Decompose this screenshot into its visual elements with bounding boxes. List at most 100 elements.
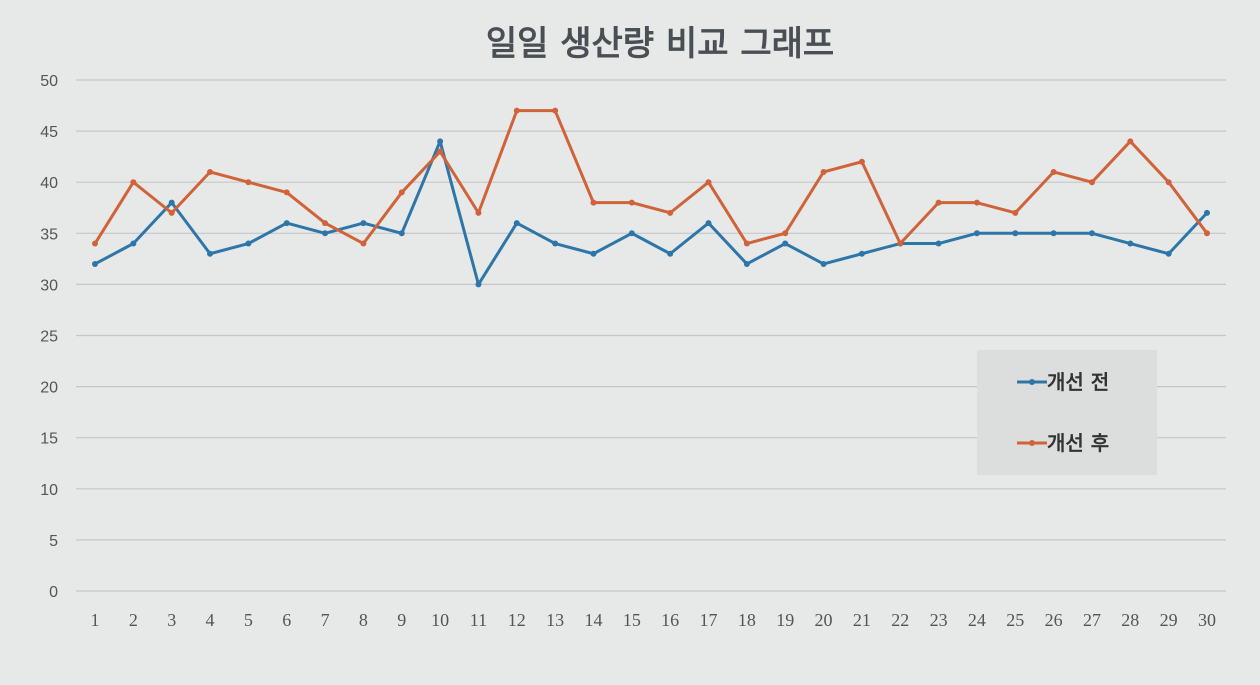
x-tick-label: 4 <box>206 610 215 630</box>
data-point <box>513 107 520 114</box>
x-tick-label: 6 <box>282 610 291 630</box>
data-point <box>437 148 444 155</box>
data-point <box>820 260 827 267</box>
y-tick-label: 20 <box>40 380 58 397</box>
data-point <box>858 158 865 165</box>
series-line-before <box>94 139 1209 286</box>
legend-label-after: 개선 후 <box>1047 431 1109 455</box>
data-point <box>360 240 367 247</box>
data-point <box>360 220 367 227</box>
data-point <box>552 107 559 114</box>
x-tick-label: 23 <box>930 610 948 630</box>
data-point <box>475 209 482 216</box>
data-point <box>667 250 674 257</box>
data-point <box>743 260 750 267</box>
data-point <box>1204 209 1210 216</box>
x-tick-label: 14 <box>584 610 602 630</box>
series-line-after <box>93 109 1209 246</box>
data-point <box>283 220 290 227</box>
data-point <box>705 179 712 186</box>
data-point <box>92 240 98 247</box>
data-point <box>973 199 980 206</box>
x-tick-label: 7 <box>321 610 330 630</box>
data-point <box>1050 230 1057 237</box>
x-tick-label: 12 <box>508 610 526 630</box>
data-point <box>322 230 329 237</box>
x-tick-label: 27 <box>1083 610 1101 630</box>
data-point <box>1127 240 1134 247</box>
data-point <box>130 240 137 247</box>
data-point <box>398 230 405 237</box>
data-point <box>130 179 137 186</box>
x-tick-label: 17 <box>700 610 718 630</box>
data-point <box>1050 168 1057 175</box>
data-point <box>1204 230 1210 237</box>
x-tick-label: 2 <box>129 610 138 630</box>
data-point <box>667 209 674 216</box>
data-point <box>245 240 252 247</box>
data-point <box>743 240 750 247</box>
data-point <box>168 199 175 206</box>
data-point <box>1165 179 1172 186</box>
data-point <box>1165 250 1172 257</box>
data-point <box>207 250 214 257</box>
y-tick-label: 0 <box>49 584 58 601</box>
x-tick-label: 11 <box>470 610 487 630</box>
legend-marker-before <box>1029 379 1035 385</box>
data-point <box>705 220 712 227</box>
x-tick-label: 3 <box>167 610 176 630</box>
x-tick-label: 15 <box>623 610 641 630</box>
y-tick-label: 40 <box>40 175 58 192</box>
y-tick-label: 30 <box>40 277 58 294</box>
data-point <box>475 281 482 288</box>
data-point <box>858 250 865 257</box>
y-tick-label: 35 <box>40 226 58 243</box>
x-tick-label: 21 <box>853 610 871 630</box>
data-point <box>820 168 827 175</box>
data-point <box>897 240 904 247</box>
x-tick-label: 13 <box>546 610 564 630</box>
data-point <box>207 168 214 175</box>
data-point <box>590 250 597 257</box>
data-point <box>973 230 980 237</box>
y-tick-label: 45 <box>40 124 58 141</box>
y-tick-label: 25 <box>40 329 58 346</box>
x-tick-label: 5 <box>244 610 253 630</box>
x-tick-label: 28 <box>1121 610 1139 630</box>
legend-box <box>977 350 1157 475</box>
x-tick-label: 8 <box>359 610 368 630</box>
y-tick-label: 5 <box>49 533 58 550</box>
data-point <box>398 189 405 196</box>
data-point <box>590 199 597 206</box>
x-tick-label: 29 <box>1160 610 1178 630</box>
data-point <box>437 138 444 145</box>
data-point <box>782 230 789 237</box>
data-point <box>283 189 290 196</box>
x-tick-label: 25 <box>1006 610 1024 630</box>
x-tick-label: 9 <box>397 610 406 630</box>
x-tick-label: 30 <box>1198 610 1216 630</box>
y-tick-label: 10 <box>40 482 58 499</box>
data-point <box>1012 230 1019 237</box>
data-point <box>245 179 252 186</box>
chart-title: 일일 생산량 비교 그래프 <box>486 24 834 64</box>
data-point <box>322 220 329 227</box>
y-tick-label: 15 <box>40 431 58 448</box>
data-point <box>168 209 175 216</box>
data-point <box>92 260 98 267</box>
data-point <box>1088 230 1095 237</box>
x-tick-label: 1 <box>91 610 100 630</box>
x-tick-label: 16 <box>661 610 679 630</box>
data-point <box>1012 209 1019 216</box>
x-tick-label: 24 <box>968 610 986 630</box>
y-tick-label: 50 <box>40 73 58 90</box>
data-point <box>513 220 520 227</box>
x-tick-label: 20 <box>815 610 833 630</box>
legend-label-before: 개선 전 <box>1047 370 1109 394</box>
data-point <box>628 199 635 206</box>
data-point <box>782 240 789 247</box>
x-tick-label: 22 <box>891 610 909 630</box>
data-point <box>935 240 942 247</box>
data-point <box>1088 179 1095 186</box>
